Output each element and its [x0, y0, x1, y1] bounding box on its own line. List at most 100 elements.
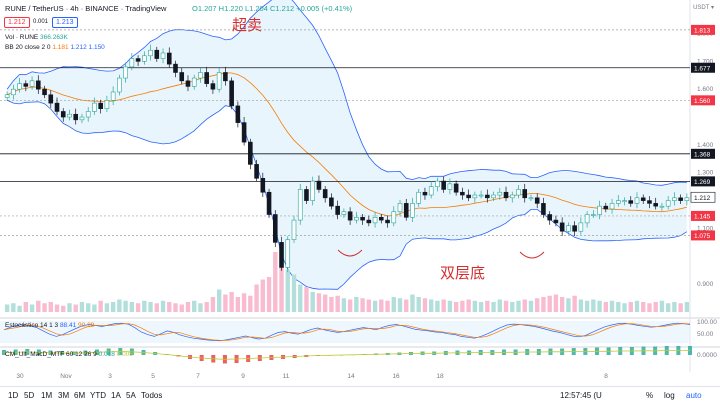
candle-body — [129, 58, 135, 68]
ask-box[interactable]: 1.213 — [52, 17, 78, 28]
volume-bar — [503, 300, 509, 312]
volume-bar — [67, 303, 72, 312]
candle-body — [647, 200, 652, 204]
tf-5d[interactable]: 5D — [24, 391, 35, 400]
volume-bar — [553, 294, 559, 312]
volume-bar — [29, 304, 35, 312]
bid-box[interactable]: 1.212 — [4, 17, 30, 28]
price-chart-svg[interactable]: 1.8001.7001.6001.4001.3001.2001.1000.900… — [0, 0, 720, 386]
currency-selector[interactable]: USDT ▾ — [693, 5, 714, 11]
candle-body — [397, 203, 403, 213]
macd-scale-label: 0.0000 — [697, 352, 717, 359]
candle-body — [316, 180, 322, 190]
volume-bar — [316, 293, 322, 312]
bb-lower-value: 1.150 — [88, 44, 105, 51]
stoch-legend[interactable]: Estocástico 14 1 3 88.41 90.28 — [5, 322, 94, 329]
candle-body — [460, 191, 465, 196]
stoch-label: Estocástico 14 1 3 — [5, 322, 59, 329]
candle-body — [379, 217, 384, 221]
volume-bar — [435, 300, 440, 312]
candle-body — [229, 80, 234, 107]
candle-body — [266, 191, 272, 215]
candle-body — [491, 194, 496, 199]
auto-toggle[interactable]: auto — [686, 391, 702, 400]
candle-body — [223, 72, 228, 82]
volume-bar — [266, 277, 272, 312]
x-tick-label: 3 — [108, 373, 112, 380]
volume-bar — [453, 302, 459, 312]
double-bottom-annotation: 双层底 — [440, 264, 486, 282]
tf-ytd[interactable]: YTD — [90, 391, 106, 400]
macd-legend[interactable]: CM_Ult_MacD_MTF 60 12 26 9 0.018 0.005 — [5, 351, 133, 358]
volume-bar — [4, 304, 10, 312]
y-tick-label: 0.900 — [697, 281, 714, 288]
clock-readout[interactable]: 12:57:45 (U — [560, 391, 602, 400]
symbol-title[interactable]: RUNE / TetherUS · 4h · BINANCE · Trading… — [5, 4, 166, 13]
volume-bar — [665, 303, 671, 312]
volume-bar — [98, 300, 103, 312]
candle-body — [559, 222, 565, 232]
ohlc-readout: O1.207 H1.220 L1.204 C1.212 +0.005 (+0.4… — [192, 4, 352, 13]
bb-basis-line — [6, 72, 688, 217]
tf-1d[interactable]: 1D — [8, 391, 19, 400]
y-tick-label: 1.700 — [697, 58, 714, 65]
volume-bar — [185, 302, 191, 312]
candle-body — [360, 217, 365, 221]
volume-bar — [516, 300, 521, 312]
candle-body — [615, 200, 621, 204]
volume-bar — [173, 303, 178, 312]
volume-bar — [341, 298, 347, 312]
candle-body — [135, 58, 141, 62]
macd-value-2: 0.005 — [116, 351, 133, 358]
bb-legend[interactable]: BB 20 close 2 0 1.181 1.212 1.150 — [5, 44, 105, 51]
vol-legend[interactable]: Vol · RUNE 366.263K — [5, 34, 68, 41]
tf-5a[interactable]: 5A — [126, 391, 136, 400]
volume-bar — [117, 299, 122, 312]
candle-body — [17, 83, 22, 90]
symbol-label: RUNE / TetherUS · 4h · BINANCE · Trading… — [5, 4, 167, 13]
volume-bar — [298, 284, 303, 312]
volume-bar — [235, 297, 241, 312]
volume-bar — [135, 303, 141, 312]
volume-bar — [322, 294, 328, 312]
candle-body — [154, 49, 160, 59]
volume-bar — [641, 302, 646, 312]
spread-value: 0.001 — [33, 19, 49, 25]
tf-todos[interactable]: Todos — [141, 391, 163, 400]
candle-body — [335, 205, 340, 215]
y-tick-label: 1.100 — [697, 225, 714, 232]
tf-1m[interactable]: 1M — [41, 391, 53, 400]
volume-bar — [304, 287, 309, 312]
candle-body — [428, 186, 434, 196]
volume-bar — [48, 302, 53, 312]
volume-bar — [123, 300, 128, 312]
macd-line — [3, 350, 690, 360]
volume-bar — [522, 299, 527, 312]
percent-toggle[interactable]: % — [646, 391, 654, 400]
volume-bar — [223, 294, 228, 312]
log-toggle[interactable]: log — [664, 391, 675, 400]
tf-1a[interactable]: 1A — [111, 391, 121, 400]
volume-bar — [167, 302, 172, 312]
candle-body — [472, 194, 478, 199]
volume-bar — [410, 294, 415, 312]
candle-body — [584, 214, 590, 224]
volume-bar — [347, 299, 353, 312]
tf-6m[interactable]: 6M — [74, 391, 86, 400]
candle-body — [541, 203, 546, 215]
volume-bar — [310, 292, 315, 312]
volume-bar — [379, 299, 384, 312]
candle-body — [191, 77, 197, 87]
volume-bar — [79, 302, 85, 312]
candle-body — [304, 189, 309, 201]
candle-body — [198, 72, 203, 79]
bottom-toolbar: 1D 5D 1M 3M 6M YTD 1A 5A Todos 12:57:45 … — [0, 386, 720, 404]
level-label: 1.677 — [694, 65, 711, 72]
candle-body — [591, 214, 596, 216]
volume-bar — [603, 302, 608, 312]
volume-bar — [572, 295, 577, 312]
tf-3m[interactable]: 3M — [58, 391, 70, 400]
candle-body — [553, 219, 559, 224]
volume-bar — [647, 303, 652, 312]
